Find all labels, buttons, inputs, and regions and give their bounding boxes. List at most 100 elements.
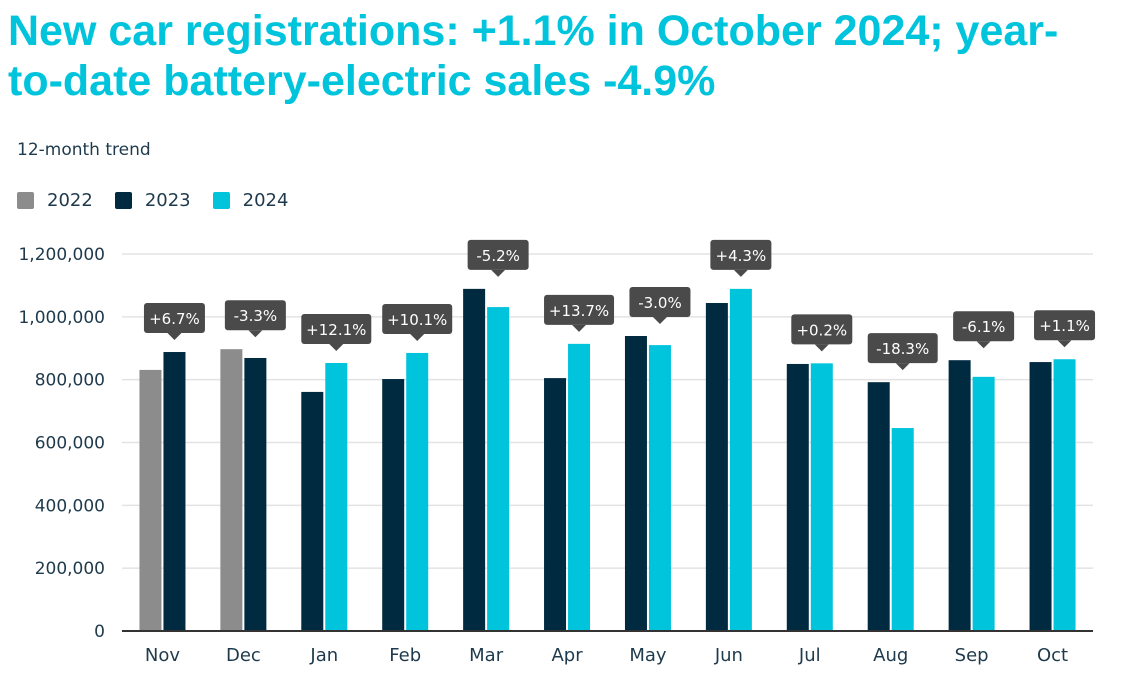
legend-swatch-2022 <box>17 192 34 209</box>
x-tick-label: Dec <box>226 645 261 666</box>
callout: +12.1% <box>301 314 372 352</box>
callout-box <box>867 333 938 364</box>
callout: +1.1% <box>1034 310 1096 348</box>
bar-2024-sep <box>972 376 995 631</box>
legend-label-2024: 2024 <box>242 190 289 211</box>
callout-pointer <box>410 333 425 341</box>
legend: 2022 2023 2024 <box>17 190 310 211</box>
callout-label: +10.1% <box>387 311 447 329</box>
callout: +10.1% <box>382 303 453 341</box>
callout-pointer <box>491 269 506 277</box>
callout-box <box>301 314 372 345</box>
bar-2023-apr <box>544 378 567 631</box>
callout-label: -18.3% <box>876 340 929 358</box>
bar-2023-jan <box>301 391 324 631</box>
bars <box>139 288 1076 631</box>
callout-box <box>953 311 1015 342</box>
callout: -6.1% <box>953 311 1015 349</box>
bar-2024-jul <box>810 363 833 631</box>
callout-box <box>382 303 453 334</box>
x-tick-label: Jun <box>714 645 743 666</box>
x-tick-label: Mar <box>469 645 504 666</box>
chart-subtitle: 12-month trend <box>17 140 151 160</box>
callout-box <box>629 286 691 317</box>
y-axis-ticks: 0 200,000 400,000 600,000 800,000 1,000,000 1,… <box>18 245 105 642</box>
callout-pointer <box>167 333 182 341</box>
x-tick-label: Aug <box>873 645 908 666</box>
bar-2024-may <box>648 345 671 631</box>
callout-box <box>791 314 853 345</box>
callout-pointer <box>814 344 829 352</box>
legend-item-2022: 2022 <box>17 190 93 211</box>
callout-label: +13.7% <box>549 302 609 320</box>
callout-pointer <box>733 269 748 277</box>
callout-label: +6.7% <box>149 310 200 328</box>
bar-2024-aug <box>891 428 914 631</box>
x-tick-label: Jul <box>798 645 821 666</box>
callout-pointer <box>652 316 667 324</box>
bar-2022-dec <box>220 349 243 631</box>
callout-pointer <box>1057 340 1072 348</box>
callout-box <box>224 300 286 331</box>
bar-2024-jan <box>325 363 348 631</box>
y-tick-label: 1,000,000 <box>18 308 105 328</box>
callout-label: +0.2% <box>796 321 847 339</box>
bar-2024-jun <box>729 288 752 631</box>
callout: +0.2% <box>791 314 853 352</box>
callout-label: +1.1% <box>1039 317 1090 335</box>
bar-2023-dec <box>244 357 267 631</box>
y-tick-label: 400,000 <box>35 496 105 516</box>
change-callouts: +6.7% -3.3% +12.1% +10.1% -5.2% +13.7% -3.0% +4… <box>143 239 1096 371</box>
callout-pointer <box>329 344 344 352</box>
x-tick-label: Nov <box>145 645 180 666</box>
x-tick-label: Feb <box>389 645 421 666</box>
callout-label: -3.0% <box>638 294 682 312</box>
chart-title: New car registrations: +1.1% in October … <box>8 7 1059 105</box>
bar-2023-oct <box>1029 362 1052 631</box>
bar-2024-feb <box>406 352 429 631</box>
x-tick-label: Jan <box>309 645 338 666</box>
callout-label: -3.3% <box>234 307 278 325</box>
callout: -5.2% <box>467 239 529 277</box>
callout-pointer <box>248 330 263 338</box>
callout-pointer <box>976 341 991 349</box>
callout-box <box>1034 310 1096 341</box>
y-tick-label: 0 <box>94 622 105 642</box>
callout: +4.3% <box>710 239 772 277</box>
callout: -18.3% <box>867 333 938 371</box>
bar-2024-mar <box>487 307 510 631</box>
x-tick-label: May <box>629 645 667 666</box>
x-axis-labels: Nov Dec Jan Feb Mar Apr May Jun Jul Aug Sep Oct <box>145 645 1068 666</box>
callout-box <box>544 294 615 325</box>
bar-2023-jun <box>705 303 728 631</box>
x-tick-label: Sep <box>955 645 989 666</box>
callout-box <box>143 303 205 334</box>
bar-2022-nov <box>139 369 162 631</box>
y-tick-label: 1,200,000 <box>18 245 105 265</box>
y-tick-label: 200,000 <box>35 559 105 579</box>
callout-label: +12.1% <box>306 321 366 339</box>
legend-label-2023: 2023 <box>144 190 191 211</box>
callout-pointer <box>572 324 587 332</box>
legend-swatch-2024 <box>212 192 230 209</box>
x-tick-label: Oct <box>1037 645 1068 666</box>
bar-2023-mar <box>463 288 486 631</box>
legend-item-2023: 2023 <box>114 190 191 211</box>
callout-pointer <box>895 363 910 371</box>
bar-2023-nov <box>163 352 186 631</box>
callout-box <box>710 239 772 270</box>
bar-2024-oct <box>1053 359 1076 631</box>
bar-2023-sep <box>948 360 971 631</box>
bar-2023-may <box>624 335 647 631</box>
bar-2024-apr <box>568 343 591 631</box>
legend-item-2024: 2024 <box>212 190 289 211</box>
bar-2023-aug <box>867 382 890 631</box>
callout-box <box>467 239 529 270</box>
callout: +6.7% <box>143 303 205 341</box>
y-tick-label: 600,000 <box>35 434 105 454</box>
callout-label: -6.1% <box>962 318 1006 336</box>
callout-label: -5.2% <box>476 247 520 265</box>
bar-2023-jul <box>786 363 809 631</box>
callout: -3.3% <box>224 300 286 338</box>
callout: -3.0% <box>629 286 691 324</box>
